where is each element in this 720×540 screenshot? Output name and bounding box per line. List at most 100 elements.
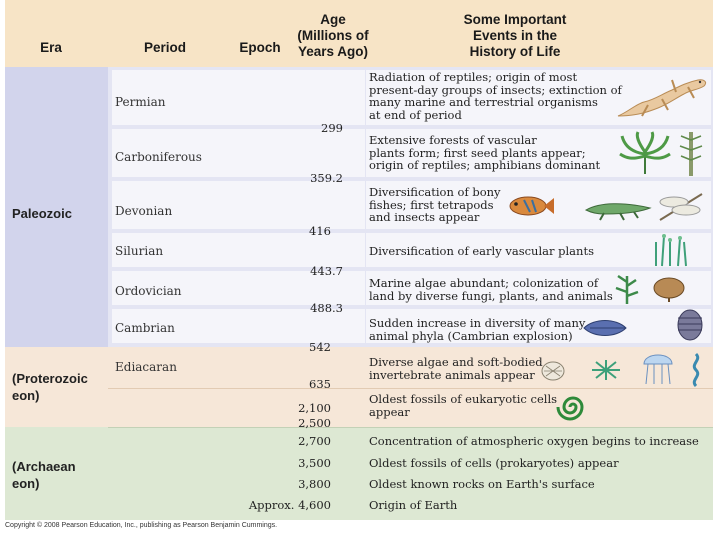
event-rocks: Oldest known rocks on Earth's surface [369,478,595,491]
row-divider [108,388,713,389]
horseshoe-crab-icon [653,277,685,302]
algae-icon [592,360,620,380]
period-carboniferous: Carboniferous [115,150,202,164]
period-cambrian: Cambrian [115,321,175,335]
event-prokaryotes: Oldest fossils of cells (prokaryotes) ap… [369,457,619,470]
header-age: Age (Millions of Years Ago) [288,12,378,60]
era-archaean-line: (Archaean [12,459,76,474]
age-boundary: 3,800 [298,477,331,491]
event-line: Radiation of reptiles; origin of most [369,70,578,84]
age-boundary: 542 [309,340,331,354]
event-line: Extensive forests of vascular [369,133,537,147]
event-line: Diversification of early vascular plants [369,244,594,258]
age-boundary: Approx. 4,600 [248,498,331,512]
period-devonian: Devonian [115,204,173,218]
proterozoic-band [5,347,713,427]
period-silurian: Silurian [115,244,164,258]
era-proterozoic: (Proterozoic eon) [12,370,88,404]
event-line: invertebrate animals appear [369,367,535,382]
event-cell [366,233,611,267]
dickinsonia-icon [541,361,565,381]
event-silurian: Diversification of early vascular plants [369,245,594,258]
era-proterozoic-line: (Proterozoic [12,371,88,386]
copyright-notice: Copyright © 2008 Pearson Education, Inc.… [5,522,278,529]
event-oxygen: Concentration of atmospheric oxygen begi… [369,435,699,448]
lizard-icon [617,79,707,117]
period-ordovician: Ordovician [115,284,182,298]
event-line: and insects appear [369,210,480,224]
event-cell [366,309,611,343]
event-eukaryotic: Oldest fossils of eukaryotic cells appea… [369,393,557,418]
header-period: Period [143,40,186,55]
era-proterozoic-line: eon) [12,388,40,403]
era-paleozoic: Paleozoic [12,206,72,221]
period-ediacaran: Ediacaran [115,360,177,374]
horsetail-icon [679,132,703,176]
event-line: Diverse algae and soft-bodied [369,355,543,369]
event-line: Oldest fossils of eukaryotic cells [369,392,558,406]
event-devonian: Diversification of bony fishes; first te… [369,186,501,224]
period-cell [112,233,365,267]
event-carboniferous: Extensive forests of vascular plants for… [369,134,600,172]
period-cell [112,309,365,343]
age-boundary: 2,500 [298,416,331,430]
illustration-cell [611,129,711,177]
row-divider [108,427,713,428]
event-permian: Radiation of reptiles; origin of most pr… [369,71,622,121]
event-line: Origin of Earth [369,498,458,512]
dragonfly-icon [659,193,703,221]
event-line: Concentration of atmospheric oxygen begi… [369,434,699,448]
event-origin: Origin of Earth [369,499,457,512]
event-cell [366,70,611,125]
spiral-cell-icon [556,396,584,421]
tetrapod-icon [584,203,652,221]
header-events-line: Events in the [472,28,558,43]
event-line: animal phyla (Cambrian explosion) [369,328,573,343]
period-cell [112,129,365,177]
archaean-band [5,427,713,520]
header-epoch: Epoch [239,40,281,55]
event-line: Oldest known rocks on Earth's surface [369,477,595,491]
header-age-line: Age [320,12,346,27]
age-boundary: 299 [321,121,343,135]
algae-icon [615,274,639,304]
trilobite-icon [677,309,703,341]
age-boundary: 488.3 [310,301,343,315]
event-cell [366,129,611,177]
vascular-plant-icon [655,234,687,267]
paleozoic-band [5,67,108,347]
event-line: land by diverse fungi, plants, and anima… [369,288,613,303]
period-cell [112,181,365,229]
worm-icon [692,352,700,388]
fish-icon [509,196,554,216]
age-boundary: 416 [309,224,331,238]
event-line: origin of reptiles; amphibians dominant [369,158,601,172]
header-age-line: (Millions of [297,28,369,43]
era-archaean-line: eon) [12,476,40,491]
header-age-line: Years Ago) [297,44,369,59]
event-line: plants form; first seed plants appear; [369,145,586,160]
event-cambrian: Sudden increase in diversity of many ani… [369,317,585,342]
event-line: at end of period [369,107,462,122]
age-boundary: 359.2 [310,171,343,185]
period-cell [112,70,365,125]
event-line: fishes; first tetrapods [369,197,494,212]
era-archaean: (Archaean eon) [12,458,76,492]
event-line: Sudden increase in diversity of many [369,316,586,330]
event-line: appear [369,404,410,419]
event-line: Marine algae abundant; colonization of [369,276,599,290]
event-ordovician: Marine algae abundant; colonization of l… [369,277,613,302]
age-boundary: 635 [309,377,331,391]
jellyfish-icon [643,354,673,385]
header-events-line: Some Important [463,12,567,27]
event-ediacaran: Diverse algae and soft-bodied invertebra… [369,356,543,381]
fern-icon [619,131,671,174]
period-permian: Permian [115,95,166,109]
age-boundary: 2,100 [298,401,331,415]
age-boundary: 3,500 [298,456,331,470]
age-boundary: 443.7 [310,264,343,278]
table-header: Era Period Epoch Age (Millions of Years … [5,0,713,67]
period-cell [112,271,365,305]
event-line: Oldest fossils of cells (prokaryotes) ap… [369,456,619,470]
event-line: present-day groups of insects; extinctio… [369,82,622,97]
